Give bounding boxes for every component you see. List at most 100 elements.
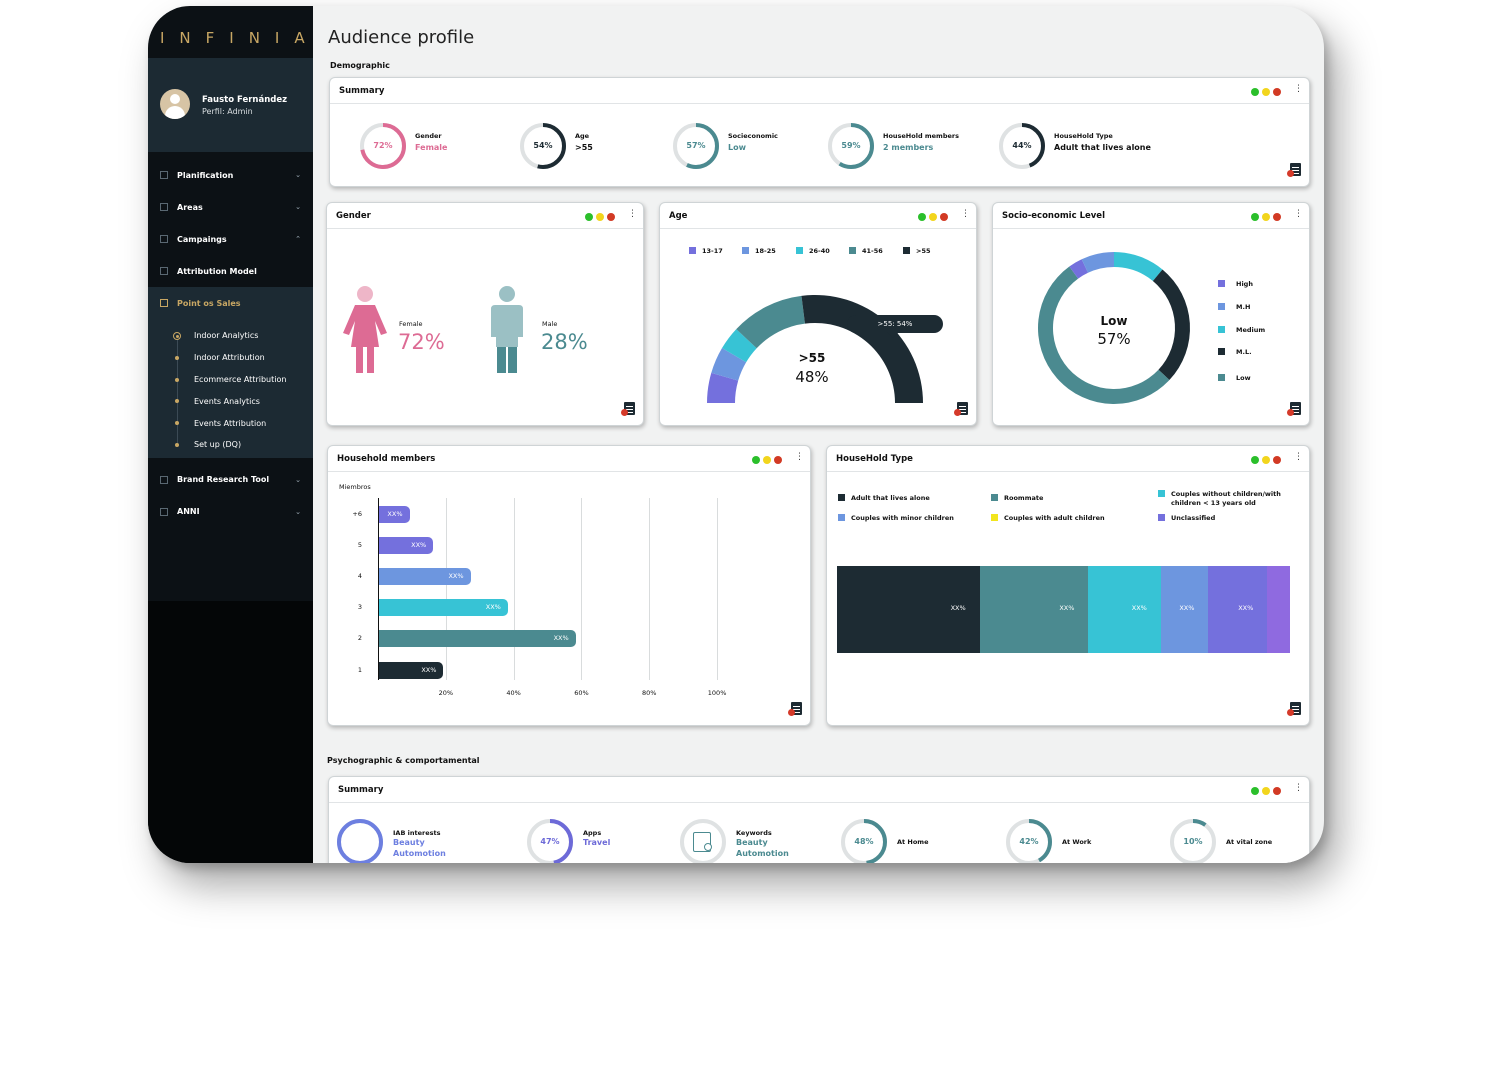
kpi-sub: Female [415,143,448,152]
more-menu-icon[interactable]: ⋮ [628,209,637,219]
kpi-ring [999,123,1045,169]
socio-donut-segment[interactable] [1081,252,1114,273]
subnav-item-indoor-attribution[interactable]: Indoor Attribution [148,347,313,369]
bar[interactable]: XX% [379,630,576,647]
user-profile[interactable]: Fausto Fernández Perfil: Admin [148,58,313,152]
more-menu-icon[interactable]: ⋮ [1294,452,1303,462]
avatar[interactable] [160,89,190,119]
kpi-label: Age [575,132,590,140]
subnav-item-events-analytics[interactable]: Events Analytics [148,390,313,412]
age-legend-item: 26-40 [796,247,830,255]
socio-donut-segment[interactable] [1152,269,1190,381]
kpi-sub: Low [728,143,746,152]
sidebar-item-label: Planification [177,170,234,180]
stack-segment[interactable]: XX% [1088,566,1161,653]
more-menu-icon[interactable]: ⋮ [795,452,804,462]
bar-label: XX% [387,510,403,518]
card-header: Socio-economic Level ⋮ [993,203,1309,229]
household-type-legend-item: Couples with adult children [991,514,1105,522]
export-report-icon[interactable] [1287,401,1301,417]
bar-label: XX% [448,572,464,580]
bar[interactable]: XX% [379,537,434,554]
sidebar-item-label: Brand Research Tool [177,475,270,485]
household-type-legend-item: Roommate [991,494,1043,502]
sidebar-item-brand-research-tool[interactable]: Brand Research Tool ⌄ [148,464,313,496]
age-gauge-segment[interactable] [707,372,739,403]
bar[interactable]: XX% [379,568,471,585]
age-card: Age ⋮ 13-17 18-25 26-40 41-56 >55 >55 48% >5… [659,202,977,426]
export-report-icon[interactable] [788,701,802,717]
age-gauge-segment[interactable] [722,329,757,363]
legend-swatch [991,494,998,501]
dot-icon [175,421,179,426]
kpi-1: 72% Gender Female [360,123,560,169]
more-menu-icon[interactable]: ⋮ [1294,209,1303,219]
kpi-value: 72% [373,141,393,150]
export-report-icon[interactable] [1287,162,1301,178]
subnav-item-events-attribution[interactable]: Events Attribution [148,412,313,434]
age-gauge-segment[interactable] [736,295,805,349]
app-logo[interactable]: INFINIA [160,29,320,47]
kpi-ring [828,123,874,169]
legend-swatch [742,247,749,254]
subnav-item-indoor-analytics[interactable]: Indoor Analytics [148,325,313,347]
export-report-icon[interactable] [954,401,968,417]
stack-segment[interactable]: XX% [1160,566,1209,653]
sidebar-item-label: Point os Sales [177,298,241,308]
stack-segment[interactable]: XX% [1208,566,1268,653]
sidebar-item-point-of-sales[interactable]: Point os Sales [148,287,313,319]
stack-segment[interactable]: XX% [979,566,1089,653]
sidebar-item-areas[interactable]: Areas ⌄ [148,191,313,223]
socio-donut-segment[interactable] [1069,259,1089,279]
subnav-label: Ecommerce Attribution [194,374,287,384]
more-menu-icon[interactable]: ⋮ [961,209,970,219]
subnav-item-ecommerce-attribution[interactable]: Ecommerce Attribution [148,369,313,391]
status-green-icon [1251,787,1259,795]
kpi-label: At vital zone [1226,838,1273,846]
more-menu-icon[interactable]: ⋮ [1294,783,1303,793]
sidebar-item-planification[interactable]: Planification ⌄ [148,159,313,191]
kpi-ring [1170,819,1216,863]
legend-swatch [1158,490,1165,497]
chevron-down-icon: ⌄ [295,171,301,179]
status-red-icon [774,456,782,464]
legend-swatch [903,247,910,254]
sidebar-item-campaings[interactable]: Campaings ⌃ [148,223,313,255]
export-report-icon[interactable] [1287,701,1301,717]
y-tick-label: 2 [357,634,362,642]
age-center-value: 48% [795,368,829,386]
kpi-sub: Automotion [393,849,446,858]
status-yellow-icon [763,456,771,464]
socio-donut-segment[interactable] [1038,266,1170,405]
psychographic-summary-card: Summary ⋮ IAB interests Beauty Automotion 4… [328,776,1310,863]
female-value: 72% [398,330,445,354]
bar-label: XX% [411,541,427,549]
legend-swatch [1218,348,1225,355]
export-report-icon[interactable] [621,401,635,417]
status-red-icon [1273,456,1281,464]
segment-label: XX% [1059,604,1075,612]
kpi-value: 57% [686,141,706,150]
kpi-value: 47% [540,837,560,846]
bar[interactable]: XX% [379,662,444,679]
grid-line [513,498,515,680]
subnav-item-setup-dq[interactable]: Set up (DQ) [148,434,313,456]
age-gauge-segment[interactable] [801,295,923,403]
card-title: Socio-economic Level [1002,211,1105,221]
y-tick-label: 1 [357,666,362,674]
more-menu-icon[interactable]: ⋮ [1294,84,1303,94]
bar-chart-icon [160,267,168,275]
socio-donut-segment[interactable] [1114,252,1163,281]
household-members-card: Household members ⋮ Miembros 20% 40% 60% 80… [327,445,811,726]
stack-segment[interactable] [1267,566,1290,653]
age-gauge-segment[interactable] [711,348,747,381]
bar[interactable]: XX% [379,599,508,616]
socio-legend-item: M.H [1218,303,1250,311]
stack-segment[interactable]: XX% [837,566,980,653]
status-green-icon [752,456,760,464]
sidebar-item-attribution-model[interactable]: Attribution Model [148,255,313,287]
kpi-ring [360,123,406,169]
sidebar-item-anni[interactable]: ANNI ⌄ [148,496,313,528]
bar[interactable]: XX% [379,506,410,523]
gender-card: Gender ⋮ Female 72% Male [326,202,644,426]
